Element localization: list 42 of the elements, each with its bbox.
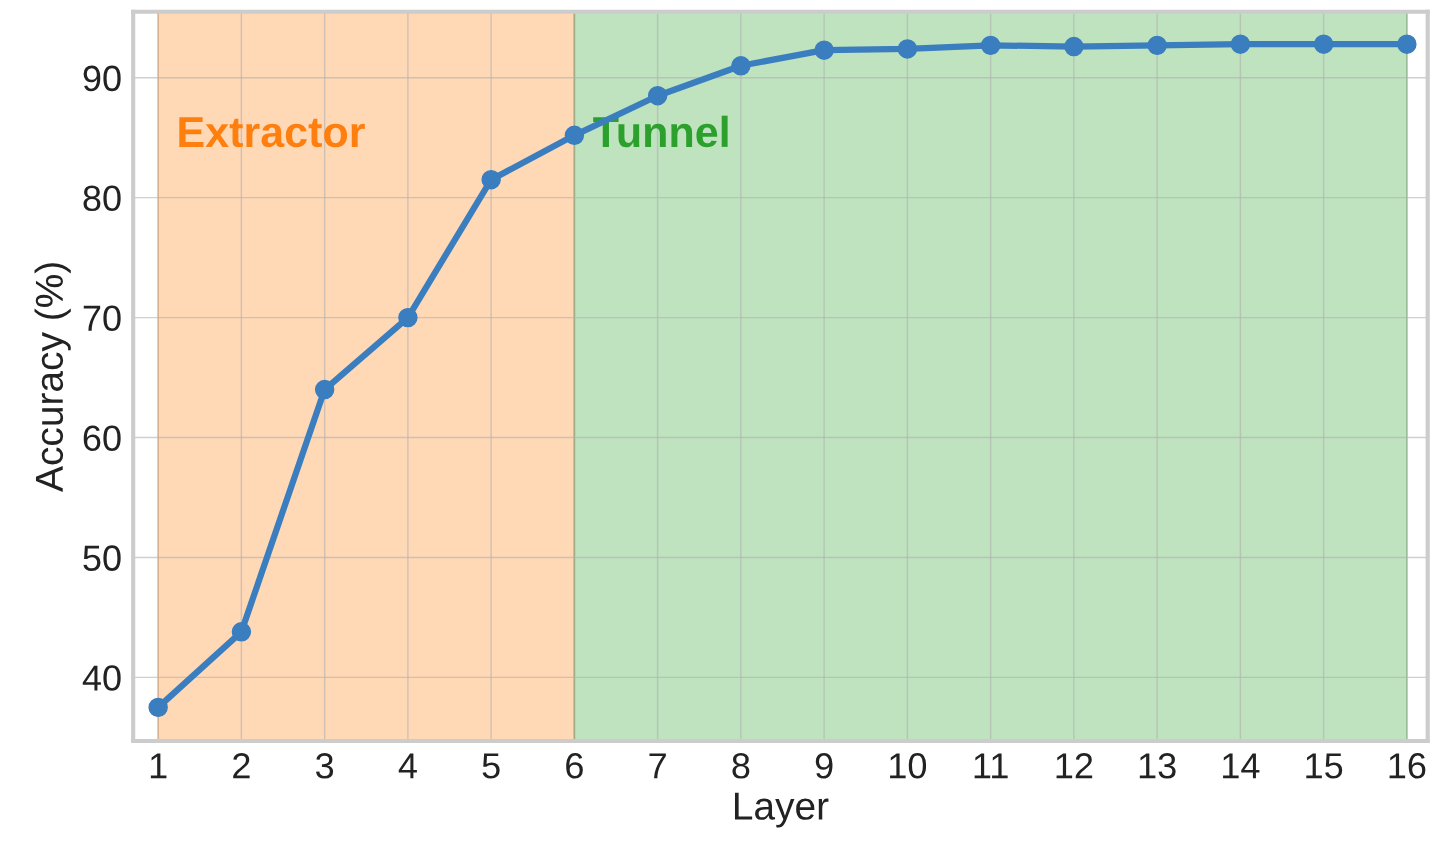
point [731, 56, 751, 76]
x-tick-label: 15 [1306, 753, 1343, 779]
x-tick-label: 2 [233, 753, 250, 779]
x-tick-label: 1 [150, 753, 167, 779]
y-tick-label: 60 [83, 425, 121, 451]
y-tick-label: 50 [83, 545, 121, 571]
x-tick-label: 6 [566, 753, 583, 779]
x-tick-label: 11 [974, 753, 1008, 779]
x-tick-label: 3 [315, 753, 334, 779]
x-tick-label: 12 [1056, 753, 1093, 779]
x-tick-label: 4 [398, 753, 417, 779]
y-tick-label: 90 [83, 65, 121, 92]
point [564, 125, 585, 146]
point [148, 697, 168, 718]
x-tick-label: 16 [1389, 753, 1426, 779]
point [814, 40, 834, 60]
x-tick-label: 13 [1139, 753, 1176, 779]
point [314, 379, 335, 400]
point [647, 86, 668, 106]
point [1147, 35, 1167, 56]
x-tick-label: 9 [815, 753, 833, 779]
y-axis-title: Accuracy (%) [34, 263, 71, 492]
point [481, 169, 501, 190]
band-label: Extractor [179, 117, 365, 148]
x-tick-label: 5 [482, 753, 500, 779]
point [231, 622, 252, 642]
y-tick-label: 70 [83, 305, 121, 332]
point [897, 39, 918, 59]
x-tick-label: 7 [649, 753, 666, 779]
point [1230, 34, 1251, 54]
y-tick-label: 80 [83, 185, 121, 212]
point [1313, 34, 1334, 54]
band-label: Tunnel [593, 115, 728, 148]
point [398, 307, 418, 328]
x-axis-title: Layer [734, 792, 829, 828]
y-tick-label: 40 [82, 665, 121, 691]
point [1064, 36, 1084, 57]
x-tick-label: 14 [1223, 753, 1260, 779]
point [1397, 34, 1417, 54]
x-tick-label: 8 [732, 753, 750, 779]
x-tick-label: 10 [890, 753, 927, 779]
point [980, 35, 1001, 56]
